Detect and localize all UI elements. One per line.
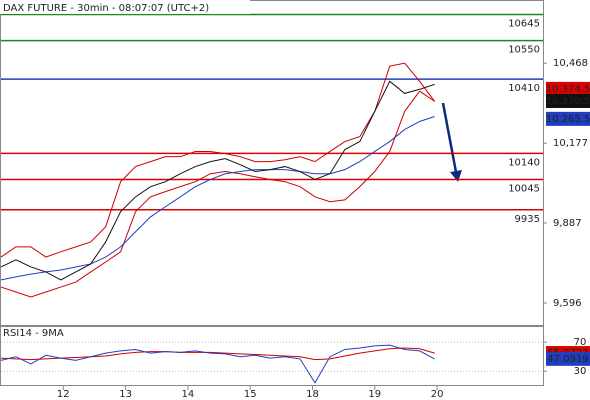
y-tick-label: 9,596: [553, 298, 582, 309]
price-tag: [546, 81, 590, 96]
x-tick-label: 20: [431, 389, 444, 400]
x-tick-label: 18: [306, 389, 319, 400]
rsi-panel-frame: [0, 326, 544, 386]
level-label: 10550: [508, 45, 540, 56]
x-tick-label: 19: [368, 389, 381, 400]
y-tick-label: 10,468: [553, 58, 588, 69]
price-line: [0, 90, 435, 298]
level-label: 10045: [508, 184, 540, 195]
level-label: 10410: [508, 83, 540, 94]
y-tick-label: 9,887: [553, 218, 582, 229]
price-tag: [546, 93, 590, 108]
price-line: [0, 80, 435, 281]
price-line: [0, 116, 435, 281]
level-label: 10645: [508, 18, 540, 29]
price-tag-label: 10,330.5: [546, 96, 590, 107]
price-tag-label: 10,374.5: [546, 84, 590, 95]
main-panel-frame: [0, 0, 544, 326]
x-tick-label: 13: [119, 389, 132, 400]
x-tick-label: 14: [182, 389, 195, 400]
x-tick-label: 15: [244, 389, 257, 400]
price-line: [0, 344, 435, 384]
price-tag-label: 10,265.5: [546, 114, 590, 125]
price-tag-label: 47.0919: [547, 354, 588, 365]
rsi-title: RSI14 - 9MA: [3, 328, 64, 339]
y-tick-label: 70: [574, 337, 587, 348]
price-line: [0, 62, 436, 258]
level-label: 9935: [515, 214, 540, 225]
chart-title: DAX FUTURE - 30min - 08:07:07 (UTC+2): [3, 3, 209, 14]
level-label: 10140: [508, 157, 540, 168]
price-tag: [546, 351, 590, 366]
x-tick-label: 12: [57, 389, 70, 400]
price-tag: [546, 111, 590, 126]
y-tick-label: 10,177: [553, 138, 588, 149]
title-background: [0, 0, 250, 14]
forecast-arrow: [441, 102, 458, 173]
price-line: [0, 347, 435, 361]
y-tick-label: 30: [574, 366, 587, 377]
